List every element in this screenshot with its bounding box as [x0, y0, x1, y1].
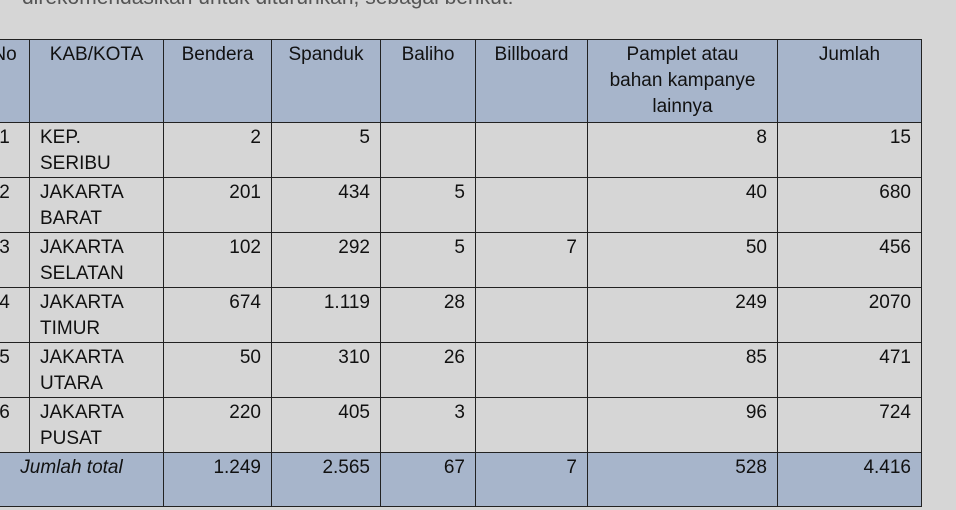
table-cell: 15	[777, 122, 922, 178]
total-cell: 528	[587, 452, 778, 507]
table-cell: 96	[587, 397, 778, 453]
table-cell: 5	[0, 342, 30, 398]
header-cell: Jumlah	[777, 39, 922, 123]
data-table: NoKAB/KOTABenderaSpandukBalihoBillboardP…	[0, 39, 922, 507]
table-cell: 456	[777, 232, 922, 288]
table-cell: 4	[0, 287, 30, 343]
table-cell: JAKARTA BARAT	[29, 177, 164, 233]
table-cell: 26	[380, 342, 476, 398]
table-cell: 40	[587, 177, 778, 233]
table-cell	[475, 342, 588, 398]
intro-text: direkomendasikan untuk diturunkan, sebag…	[22, 0, 513, 10]
header-cell: Spanduk	[271, 39, 381, 123]
table-cell: KEP. SERIBU	[29, 122, 164, 178]
table-cell: 2070	[777, 287, 922, 343]
table-cell: JAKARTA UTARA	[29, 342, 164, 398]
table-cell: 310	[271, 342, 381, 398]
table-cell: JAKARTA PUSAT	[29, 397, 164, 453]
header-cell: Baliho	[380, 39, 476, 123]
header-cell: KAB/KOTA	[29, 39, 164, 123]
table-cell: 1.119	[271, 287, 381, 343]
table-cell: 5	[380, 177, 476, 233]
table-cell: 249	[587, 287, 778, 343]
table-cell: 471	[777, 342, 922, 398]
table-cell: 28	[380, 287, 476, 343]
table-row: 5 JAKARTA UTARA 50 310 26 85 471	[0, 342, 922, 398]
table-cell: 2	[163, 122, 272, 178]
table-row: 1 KEP. SERIBU 2 5 8 15	[0, 122, 922, 178]
table-row: 6 JAKARTA PUSAT 220 405 3 96 724	[0, 397, 922, 453]
table-cell	[475, 122, 588, 178]
table-cell: 6	[0, 397, 30, 453]
table-cell: 85	[587, 342, 778, 398]
table-cell: 1	[0, 122, 30, 178]
table-cell: 724	[777, 397, 922, 453]
table-cell: JAKARTA TIMUR	[29, 287, 164, 343]
total-cell: 67	[380, 452, 476, 507]
table-cell	[475, 287, 588, 343]
table-cell: 201	[163, 177, 272, 233]
table-cell: 50	[163, 342, 272, 398]
table-cell: 5	[380, 232, 476, 288]
total-label: Jumlah total	[0, 452, 164, 507]
table-cell: 50	[587, 232, 778, 288]
table-cell: 7	[475, 232, 588, 288]
table-cell: 102	[163, 232, 272, 288]
table-cell: 3	[0, 232, 30, 288]
total-cell: 4.416	[777, 452, 922, 507]
total-cell: 1.249	[163, 452, 272, 507]
header-cell: Billboard	[475, 39, 588, 123]
table-cell: 220	[163, 397, 272, 453]
header-row: NoKAB/KOTABenderaSpandukBalihoBillboardP…	[0, 39, 922, 123]
table-cell	[475, 397, 588, 453]
table-cell: 2	[0, 177, 30, 233]
table-row: 2 JAKARTA BARAT 201 434 5 40 680	[0, 177, 922, 233]
table-cell	[380, 122, 476, 178]
table-cell: JAKARTA SELATAN	[29, 232, 164, 288]
table-body: 1 KEP. SERIBU 2 5 8 15 2 JAKARTA BARAT 201 434 5 40…	[0, 122, 922, 507]
header-cell: Bendera	[163, 39, 272, 123]
table-cell	[475, 177, 588, 233]
table-row: 4 JAKARTA TIMUR 674 1.119 28 249 2070	[0, 287, 922, 343]
table-row: 3 JAKARTA SELATAN 102 292 5 7 50 456	[0, 232, 922, 288]
table-cell: 434	[271, 177, 381, 233]
table-cell: 3	[380, 397, 476, 453]
header-cell: Pamplet atau bahan kampanye lainnya	[587, 39, 778, 123]
total-cell: 7	[475, 452, 588, 507]
table-cell: 292	[271, 232, 381, 288]
total-cell: 2.565	[271, 452, 381, 507]
table-cell: 674	[163, 287, 272, 343]
table-cell: 5	[271, 122, 381, 178]
table-cell: 680	[777, 177, 922, 233]
header-cell: No	[0, 39, 30, 123]
table-cell: 8	[587, 122, 778, 178]
total-row: Jumlah total 1.249 2.565 67 7 528 4.416	[0, 452, 922, 507]
table-cell: 405	[271, 397, 381, 453]
